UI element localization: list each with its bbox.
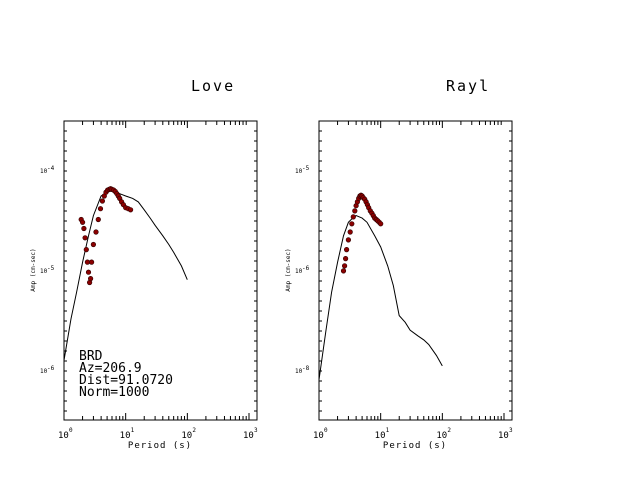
love-observed-point	[83, 247, 89, 253]
rayl-observed-point	[343, 256, 349, 262]
rayl-y-tick-label: 10	[295, 268, 303, 275]
love-title: Love	[191, 77, 235, 95]
rayl-y-axis-label: Amp (cm-sec)	[285, 248, 292, 291]
rayl-y-tick-label-exponent: -5	[302, 165, 310, 172]
love-observed-point	[87, 276, 94, 282]
rayl-observed-point	[349, 221, 355, 227]
love-x-tick-label-exponent: 3	[254, 427, 258, 434]
station-name-label: BRD	[79, 349, 103, 364]
love-observed-points	[78, 186, 134, 286]
love-observed-point	[88, 259, 95, 265]
rayl-observed-points	[340, 192, 384, 274]
normalization-label: Norm=1000	[79, 385, 149, 400]
rayl-observed-point	[378, 221, 384, 227]
rayl-x-tick-label: 10	[313, 431, 324, 441]
love-y-tick-label: 10	[40, 268, 48, 275]
rayl-model-line	[318, 215, 443, 380]
love-observed-point	[128, 207, 134, 213]
love-y-tick-label-exponent: -5	[47, 265, 55, 272]
love-observed-point	[95, 216, 101, 223]
rayl-observed-point	[340, 268, 347, 274]
love-y-axis-label: Amp (cm-sec)	[30, 248, 37, 291]
love-model-curve	[63, 190, 188, 361]
love-observed-point	[97, 206, 104, 212]
love-y-tick-label-exponent: -4	[47, 165, 55, 172]
rayl-plot-frame	[318, 120, 513, 421]
rayl-x-tick-label-exponent: 0	[324, 427, 328, 434]
distance-label: Dist=91.0720	[79, 373, 173, 388]
love-observed-point	[85, 269, 92, 275]
love-x-axis-label: Period (s)	[128, 441, 192, 451]
love-observed-point	[90, 241, 96, 248]
rayl-model-curve	[318, 215, 443, 380]
rayl-observed-point	[352, 208, 358, 214]
rayl-y-tick-label-exponent: -6	[302, 265, 310, 272]
rayl-observed-point	[342, 263, 348, 269]
love-observed-point	[99, 198, 105, 204]
love-observed-point	[82, 235, 88, 241]
rayl-title: Rayl	[446, 77, 490, 95]
love-observed-point	[79, 219, 86, 225]
azimuth-label: Az=206.9	[79, 361, 142, 376]
love-y-tick-label: 10	[40, 168, 48, 175]
rayl-observed-point	[344, 247, 350, 253]
love-x-tick-label-exponent: 0	[69, 427, 73, 434]
rayl-x-tick-label: 10	[375, 431, 386, 441]
rayl-observed-point	[347, 229, 353, 235]
rayl-y-tick-label: 10	[295, 168, 303, 175]
rayl-x-tick-label-exponent: 1	[386, 427, 390, 434]
rayl-y-tick-label-exponent: -8	[302, 365, 310, 372]
love-model-line	[63, 190, 188, 361]
love-y-tick-label-exponent: -6	[47, 365, 55, 372]
love-x-tick-label: 10	[120, 431, 131, 441]
rayl-x-axis-label: Period (s)	[383, 441, 447, 451]
love-x-tick-label: 10	[243, 431, 254, 441]
rayl-x-tick-label: 10	[436, 431, 447, 441]
love-x-tick-label: 10	[58, 431, 69, 441]
love-observed-point	[81, 225, 87, 232]
rayl-x-tick-label-exponent: 3	[509, 427, 513, 434]
rayl-observed-point	[345, 237, 352, 243]
love-x-tick-label-exponent: 2	[192, 427, 196, 434]
love-annotation-block: BRD Az=206.9 Dist=91.0720 Norm=1000	[79, 349, 173, 400]
love-observed-point	[93, 229, 99, 235]
rayl-x-tick-label-exponent: 2	[447, 427, 451, 434]
rayl-y-tick-label: 10	[295, 368, 303, 375]
love-x-tick-label: 10	[181, 431, 192, 441]
rayl-observed-point	[350, 214, 356, 220]
love-y-tick-label: 10	[40, 368, 48, 375]
love-x-tick-label-exponent: 1	[131, 427, 135, 434]
rayl-x-tick-label: 10	[498, 431, 509, 441]
